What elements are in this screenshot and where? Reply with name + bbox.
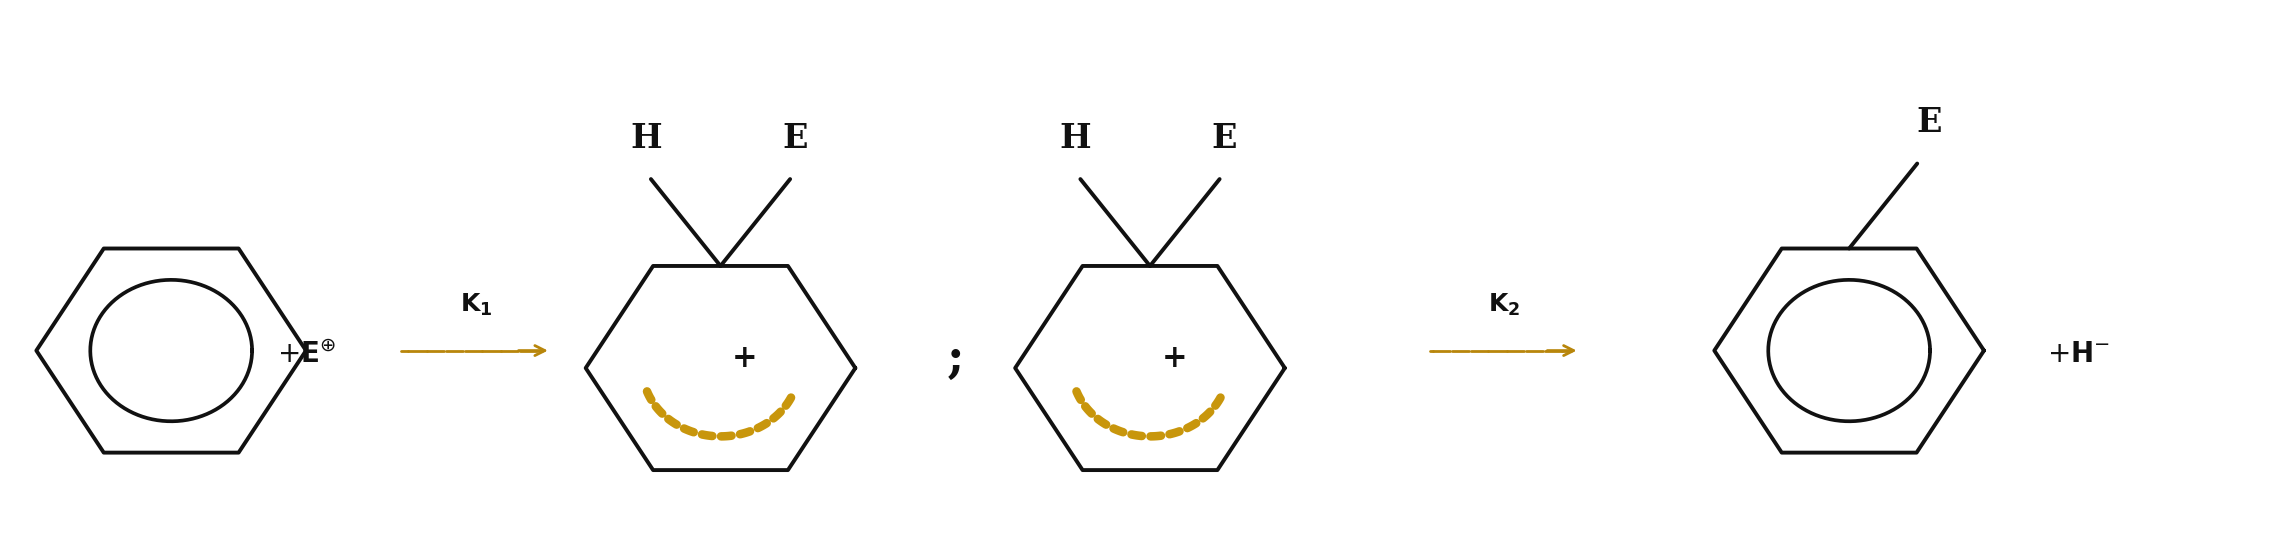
Text: $+\mathbf{E}^{\oplus}$: $+\mathbf{E}^{\oplus}$ xyxy=(276,341,335,369)
Text: E: E xyxy=(1212,122,1238,154)
Text: E: E xyxy=(783,122,808,154)
Text: H: H xyxy=(1058,122,1091,154)
Text: ;: ; xyxy=(946,336,964,382)
Text: $\mathbf{K_2}$: $\mathbf{K_2}$ xyxy=(1488,292,1520,318)
Text: E: E xyxy=(1917,106,1942,139)
Text: +: + xyxy=(732,343,758,374)
Text: $\mathbf{K_1}$: $\mathbf{K_1}$ xyxy=(459,292,491,318)
Text: +: + xyxy=(1162,343,1187,374)
Text: H: H xyxy=(629,122,661,154)
Text: $+\mathbf{H}^{-}$: $+\mathbf{H}^{-}$ xyxy=(2048,342,2110,368)
